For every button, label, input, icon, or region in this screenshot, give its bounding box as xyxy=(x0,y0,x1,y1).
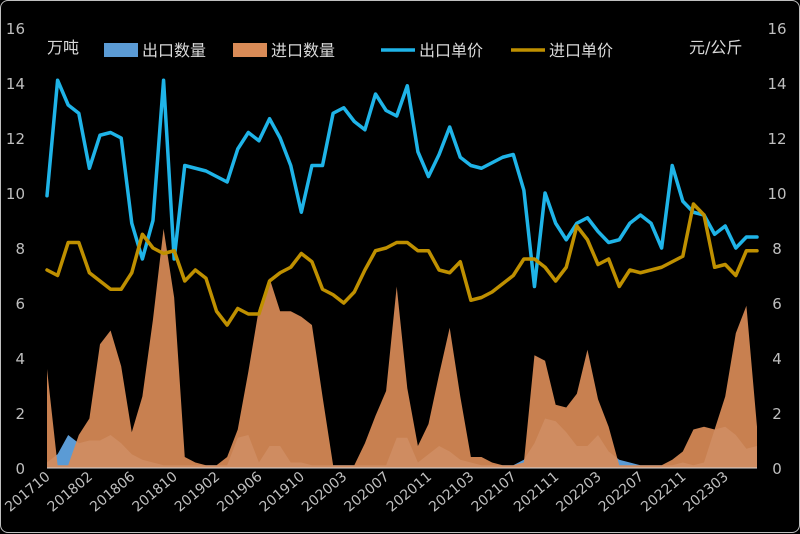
y-right-tick-label: 4 xyxy=(772,350,782,368)
left-axis-unit: 万吨 xyxy=(47,38,79,57)
legend-label: 进口单价 xyxy=(549,41,613,60)
legend: 出口数量 进口数量 出口单价 进口单价 xyxy=(104,41,613,60)
line-import-price xyxy=(45,202,759,327)
y-left-tick-label: 6 xyxy=(15,295,25,313)
x-tick-label: 202107 xyxy=(469,469,520,516)
x-tick-label: 202011 xyxy=(384,469,435,516)
x-tick-label: 202211 xyxy=(638,469,689,516)
x-tick-label: 201906 xyxy=(214,469,265,516)
area-layer xyxy=(47,228,757,468)
y-left-tick-label: 10 xyxy=(6,185,25,203)
y-right-tick-label: 2 xyxy=(772,405,782,423)
line-export-price xyxy=(45,78,759,289)
y-left-tick-label: 0 xyxy=(15,460,25,478)
y-right-tick-label: 0 xyxy=(772,460,782,478)
x-tick-label: 202111 xyxy=(511,469,562,516)
x-tick-label: 202203 xyxy=(553,469,604,516)
line-layer xyxy=(45,78,759,327)
y-left-tick-label: 2 xyxy=(15,405,25,423)
x-tick-label: 201710 xyxy=(2,469,53,516)
x-tick-label: 202003 xyxy=(299,469,350,516)
legend-swatch xyxy=(104,43,138,57)
legend-label: 进口数量 xyxy=(271,41,335,60)
y-right-tick-label: 6 xyxy=(772,295,782,313)
legend-swatch xyxy=(233,43,267,57)
x-tick-label: 201902 xyxy=(172,469,223,516)
y-right-tick-label: 8 xyxy=(772,240,782,258)
area-import-quantity xyxy=(47,228,757,468)
legend-label: 出口单价 xyxy=(419,41,483,60)
y-left-tick-label: 14 xyxy=(6,75,25,93)
y-left-tick-label: 16 xyxy=(6,20,25,38)
x-tick-label: 202007 xyxy=(341,469,392,516)
y-right-tick-label: 16 xyxy=(767,20,786,38)
x-tick-label: 201810 xyxy=(130,469,181,516)
y-right-tick-label: 10 xyxy=(767,185,786,203)
y-left-tick-label: 4 xyxy=(15,350,25,368)
legend-label: 出口数量 xyxy=(142,41,206,60)
x-tick-label: 202207 xyxy=(596,469,647,516)
x-tick-label: 201806 xyxy=(87,469,138,516)
x-tick-label: 201802 xyxy=(45,469,96,516)
y-right-tick-label: 14 xyxy=(767,75,786,93)
x-tick-label: 201910 xyxy=(257,469,308,516)
x-tick-label: 202103 xyxy=(426,469,477,516)
y-right-tick-label: 12 xyxy=(767,130,786,148)
y-left-tick-label: 12 xyxy=(6,130,25,148)
y-left-tick-label: 8 xyxy=(15,240,25,258)
right-axis-unit: 元/公斤 xyxy=(689,38,742,57)
x-tick-label: 202303 xyxy=(681,469,732,516)
